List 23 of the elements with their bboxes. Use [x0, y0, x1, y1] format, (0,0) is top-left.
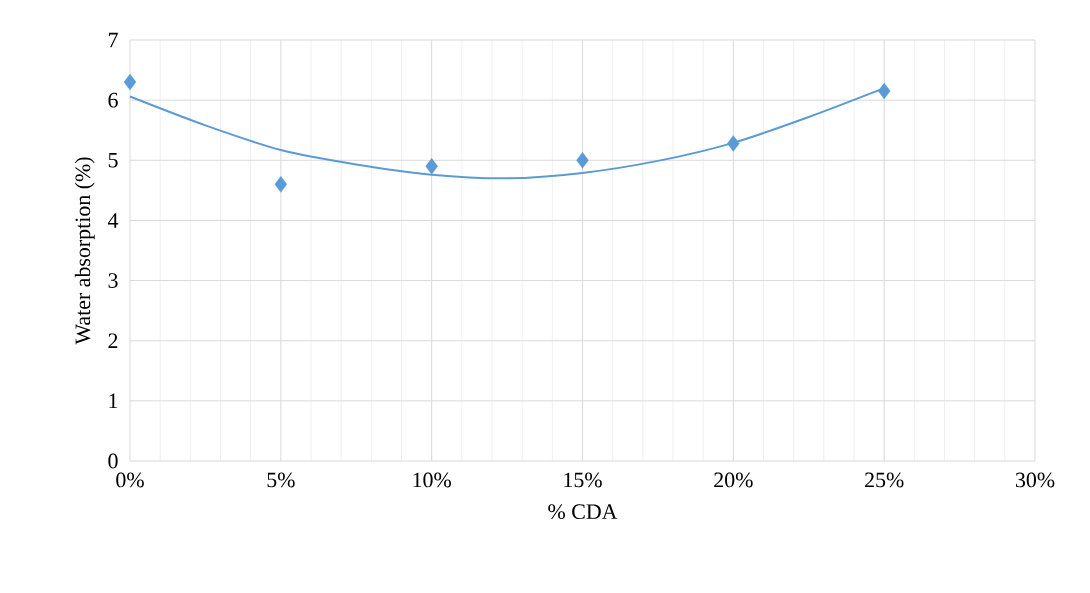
x-tick-label: 10%: [413, 472, 452, 488]
y-tick-label: 2: [108, 333, 118, 348]
x-tick-label: 30%: [1015, 472, 1055, 488]
point: [877, 82, 891, 100]
y-tick-label: 5: [108, 152, 118, 168]
y-tick-label: 1: [109, 393, 118, 409]
y-tick-label: 3: [108, 273, 118, 288]
y-tick-label: 7: [108, 32, 118, 48]
point: [123, 73, 137, 91]
x-axis-title: % CDA: [548, 504, 618, 520]
x-tick-label: 20%: [714, 472, 753, 488]
y-axis-title: Water absorption (%): [74, 157, 95, 345]
x-tick-label: 5%: [267, 472, 295, 488]
y-tick-label: 0: [108, 453, 118, 469]
y-tick-label: 6: [108, 92, 118, 108]
point: [425, 158, 438, 175]
x-tick-label: 0%: [116, 472, 144, 488]
y-tick-label: 4: [107, 213, 119, 228]
x-tick-label: 25%: [865, 472, 904, 488]
point: [727, 135, 740, 152]
point: [576, 152, 589, 169]
x-tick-label: 15%: [564, 472, 602, 488]
point: [274, 176, 288, 193]
